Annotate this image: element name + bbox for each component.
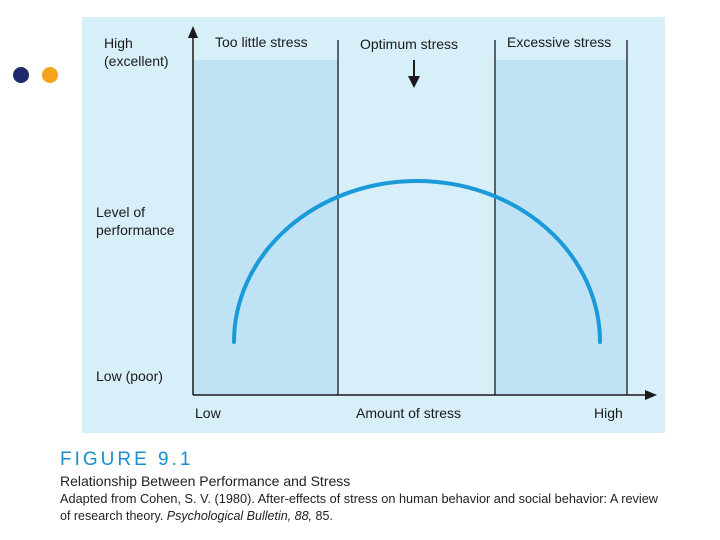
zone-label: Too little stress	[215, 34, 308, 50]
y-middle-label: Level of	[96, 204, 145, 220]
x-axis-arrow	[645, 390, 657, 400]
x-middle-label: Amount of stress	[356, 405, 461, 421]
source-text: of research theory.	[60, 509, 163, 523]
zone-label: Optimum stress	[360, 36, 458, 52]
source-line: of research theory. Psychological Bullet…	[60, 509, 333, 523]
zone-shade	[193, 60, 338, 395]
source-line: Adapted from Cohen, S. V. (1980). After-…	[60, 492, 659, 506]
performance-curve	[232, 179, 602, 344]
zone-label: Excessive stress	[507, 34, 611, 50]
figure-title: Relationship Between Performance and Str…	[60, 473, 350, 489]
journal: Psychological Bulletin, 88,	[167, 509, 312, 523]
y-top-label: (excellent)	[104, 53, 169, 69]
y-axis-arrow	[188, 26, 198, 38]
y-bottom-label: Low (poor)	[96, 368, 163, 384]
optimum-arrowhead	[408, 76, 420, 88]
bullet-dot	[42, 67, 58, 83]
zone-shade	[495, 60, 627, 395]
figure-number: FIGURE 9.1	[60, 449, 193, 470]
y-middle-label: performance	[96, 222, 175, 238]
x-right-label: High	[594, 405, 623, 421]
bullet-dot	[13, 67, 29, 83]
source-text: 85.	[316, 509, 333, 523]
zone-dividers	[337, 40, 628, 395]
y-top-label: High	[104, 35, 133, 51]
x-left-label: Low	[195, 405, 222, 421]
